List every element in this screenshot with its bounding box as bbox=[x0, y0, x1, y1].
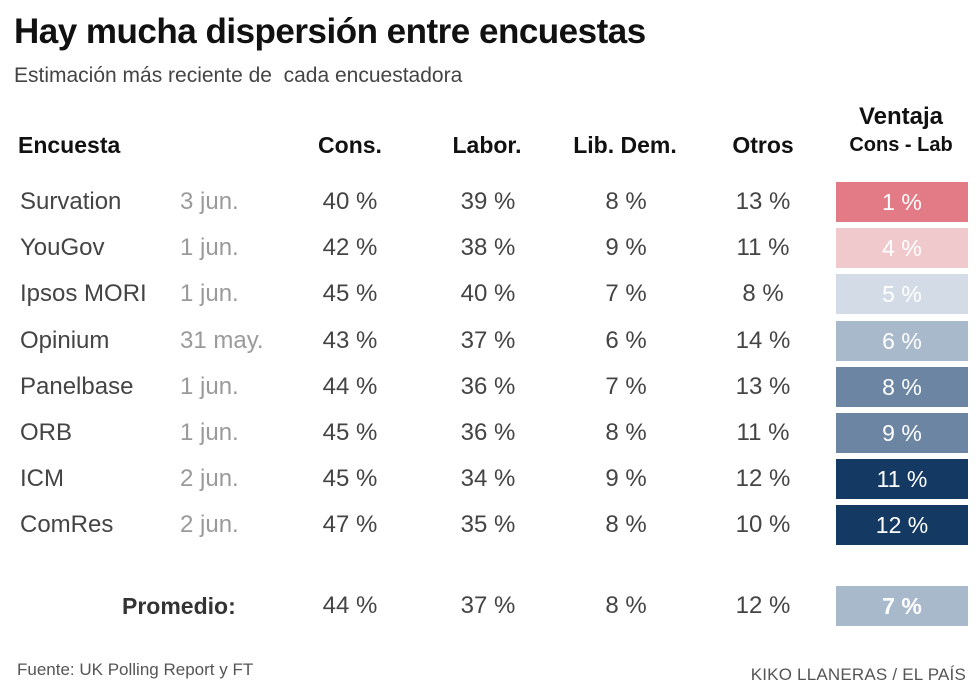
average-libdem: 8 % bbox=[605, 592, 647, 619]
header-cons: Cons. bbox=[318, 132, 382, 158]
value-cons: 42 % bbox=[322, 234, 378, 262]
lead-cell: 5 % bbox=[836, 274, 968, 315]
header-labor: Labor. bbox=[452, 132, 522, 158]
lead-cell: 11 % bbox=[836, 459, 968, 500]
poll-date: 2 jun. bbox=[180, 511, 239, 539]
value-libdem: 8 % bbox=[605, 419, 647, 446]
value-libdem: 8 % bbox=[605, 511, 647, 539]
author-credit: KIKO LLANERAS / EL PAÍS bbox=[750, 665, 966, 684]
pollster-name: Survation bbox=[20, 188, 122, 215]
poll-date: 1 jun. bbox=[180, 419, 239, 446]
average-row: Promedio: 44 % 37 % 8 % 12 % 7 % bbox=[0, 586, 980, 626]
value-libdem: 7 % bbox=[605, 372, 647, 400]
header-pollster: Encuesta bbox=[18, 132, 121, 158]
chart-title: Hay mucha dispersión entre encuestas bbox=[14, 12, 646, 51]
value-labor: 36 % bbox=[460, 372, 516, 400]
value-cons: 40 % bbox=[322, 188, 378, 215]
lead-cell: 6 % bbox=[836, 320, 968, 361]
value-libdem: 9 % bbox=[605, 234, 647, 262]
pollster-name: Ipsos MORI bbox=[20, 280, 147, 308]
value-libdem: 7 % bbox=[605, 280, 647, 308]
value-otros: 12 % bbox=[735, 465, 791, 493]
poll-date: 1 jun. bbox=[180, 372, 239, 400]
header-libdem: Lib. Dem. bbox=[573, 132, 677, 158]
value-otros: 11 % bbox=[736, 234, 790, 262]
table-row: Panelbase 1 jun. 44 % 36 % 7 % 13 % 8 % bbox=[0, 366, 980, 407]
value-otros: 8 % bbox=[742, 280, 784, 308]
lead-cell: 12 % bbox=[836, 505, 968, 546]
lead-cell: 8 % bbox=[836, 366, 968, 407]
pollster-name: ComRes bbox=[20, 511, 114, 539]
pollster-name: Opinium bbox=[20, 326, 110, 354]
value-labor: 40 % bbox=[460, 280, 516, 308]
table-row: Opinium 31 may. 43 % 37 % 6 % 14 % 6 % bbox=[0, 320, 980, 361]
poll-date: 31 may. bbox=[180, 326, 264, 354]
value-cons: 45 % bbox=[322, 419, 378, 446]
lead-cell: 4 % bbox=[836, 228, 968, 269]
value-otros: 10 % bbox=[735, 511, 791, 539]
value-cons: 43 % bbox=[322, 326, 378, 354]
average-lead-cell: 7 % bbox=[836, 586, 968, 626]
table-row: ORB 1 jun. 45 % 36 % 8 % 11 % 9 % bbox=[0, 413, 980, 453]
table-row: Ipsos MORI 1 jun. 45 % 40 % 7 % 8 % 5 % bbox=[0, 274, 980, 315]
lead-cell: 9 % bbox=[836, 413, 968, 453]
pollster-name: ORB bbox=[20, 419, 73, 446]
value-labor: 39 % bbox=[460, 188, 516, 215]
value-labor: 34 % bbox=[460, 465, 516, 493]
header-advantage: Ventaja Cons - Lab bbox=[849, 102, 952, 158]
value-otros: 14 % bbox=[735, 326, 791, 354]
chart-subtitle: Estimación más reciente de cada encuesta… bbox=[14, 64, 463, 87]
value-libdem: 8 % bbox=[605, 188, 647, 215]
poll-date: 1 jun. bbox=[180, 280, 239, 308]
pollster-name: YouGov bbox=[20, 234, 105, 262]
average-otros: 12 % bbox=[735, 592, 791, 619]
value-otros: 13 % bbox=[735, 372, 791, 400]
value-labor: 37 % bbox=[460, 326, 516, 354]
table-row: ICM 2 jun. 45 % 34 % 9 % 12 % 11 % bbox=[0, 459, 980, 500]
poll-date: 3 jun. bbox=[180, 188, 239, 215]
table-row: YouGov 1 jun. 42 % 38 % 9 % 11 % 4 % bbox=[0, 228, 980, 269]
value-cons: 44 % bbox=[322, 372, 378, 400]
average-labor: 37 % bbox=[460, 592, 516, 619]
header-advantage-line1: Ventaja bbox=[858, 103, 944, 130]
value-cons: 45 % bbox=[322, 280, 378, 308]
value-libdem: 6 % bbox=[605, 326, 647, 354]
average-label: Promedio: bbox=[122, 593, 236, 619]
table-row: ComRes 2 jun. 47 % 35 % 8 % 10 % 12 % bbox=[0, 505, 980, 546]
value-otros: 13 % bbox=[735, 188, 791, 215]
header-otros: Otros bbox=[732, 132, 794, 158]
pollster-name: Panelbase bbox=[20, 372, 134, 400]
average-cons: 44 % bbox=[322, 592, 378, 619]
value-otros: 11 % bbox=[736, 419, 790, 446]
poll-date: 1 jun. bbox=[180, 234, 239, 262]
source-note: Fuente: UK Polling Report y FT bbox=[17, 660, 254, 679]
table-row: Survation 3 jun. 40 % 39 % 8 % 13 % 1 % bbox=[0, 182, 980, 222]
value-labor: 36 % bbox=[460, 419, 516, 446]
value-libdem: 9 % bbox=[605, 465, 647, 493]
value-cons: 47 % bbox=[322, 511, 378, 539]
poll-date: 2 jun. bbox=[180, 465, 239, 493]
lead-cell: 1 % bbox=[836, 182, 968, 222]
value-labor: 35 % bbox=[460, 511, 516, 539]
value-labor: 38 % bbox=[460, 234, 516, 262]
pollster-name: ICM bbox=[20, 465, 64, 493]
header-advantage-line2: Cons - Lab bbox=[849, 134, 953, 156]
value-cons: 45 % bbox=[322, 465, 378, 493]
